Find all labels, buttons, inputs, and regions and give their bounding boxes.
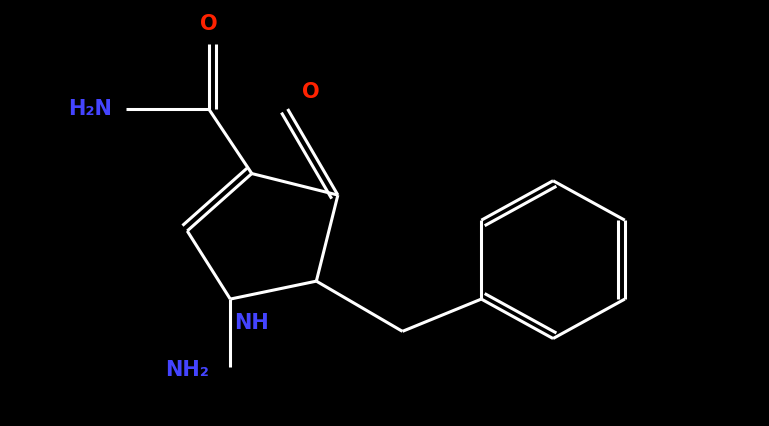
- Text: O: O: [200, 14, 218, 34]
- Text: H₂N: H₂N: [68, 99, 112, 119]
- Text: O: O: [302, 82, 320, 102]
- Text: NH: NH: [235, 314, 269, 334]
- Text: NH₂: NH₂: [165, 360, 209, 380]
